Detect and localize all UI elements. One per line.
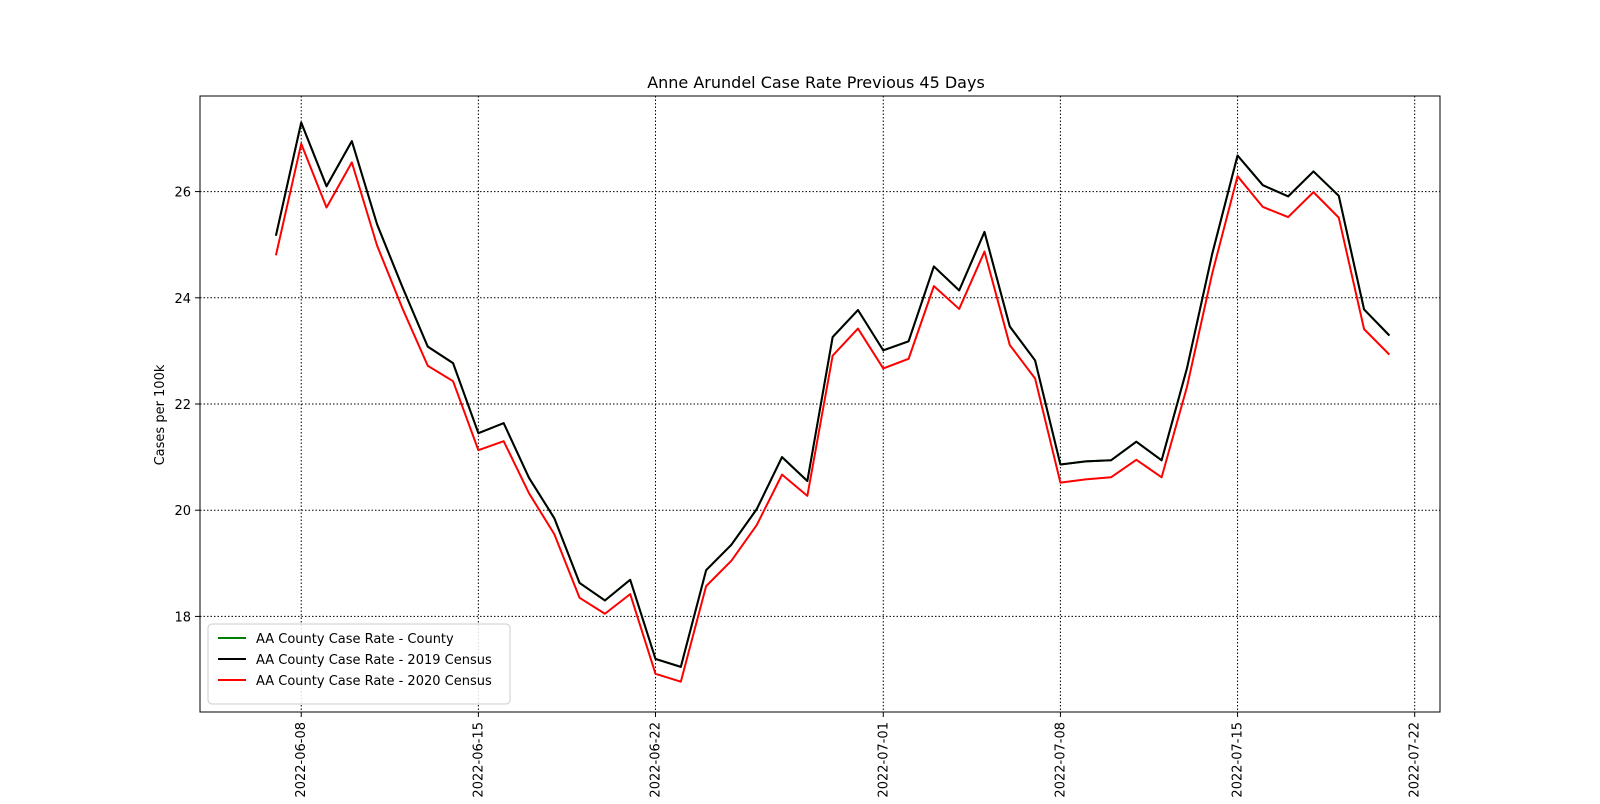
chart-title: Anne Arundel Case Rate Previous 45 Days: [647, 73, 985, 92]
x-tick-label: 2022-07-22: [1408, 722, 1423, 798]
x-tick-label: 2022-07-01: [876, 722, 891, 798]
x-tick-label: 2022-06-22: [649, 722, 664, 798]
y-tick-label: 20: [174, 504, 191, 519]
legend: AA County Case Rate - County AA County Ca…: [207, 623, 511, 705]
x-tick-label: 2022-07-08: [1053, 722, 1068, 798]
legend-label: AA County Case Rate - 2020 Census: [256, 674, 492, 689]
y-axis-ticks: 18 20 22 24 26: [174, 186, 200, 625]
grid-lines: [200, 96, 1440, 712]
series-line-3: [274, 142, 1391, 683]
legend-box: [207, 623, 511, 705]
series-lines: [274, 121, 1391, 683]
y-tick-label: 22: [174, 398, 191, 413]
series-line-1: [274, 121, 1391, 668]
x-tick-label: 2022-06-08: [294, 722, 309, 798]
y-tick-label: 18: [174, 610, 191, 625]
y-tick-label: 24: [174, 292, 191, 307]
series-line-2: [274, 121, 1391, 668]
y-axis-label: Cases per 100k: [153, 364, 168, 465]
legend-label: AA County Case Rate - 2019 Census: [256, 653, 492, 668]
x-axis-ticks: 2022-06-08 2022-06-15 2022-06-22 2022-07-01…: [294, 712, 1423, 798]
x-tick-label: 2022-07-15: [1231, 722, 1246, 798]
legend-label: AA County Case Rate - County: [256, 632, 454, 647]
y-tick-label: 26: [174, 186, 191, 201]
x-tick-label: 2022-06-15: [471, 722, 486, 798]
